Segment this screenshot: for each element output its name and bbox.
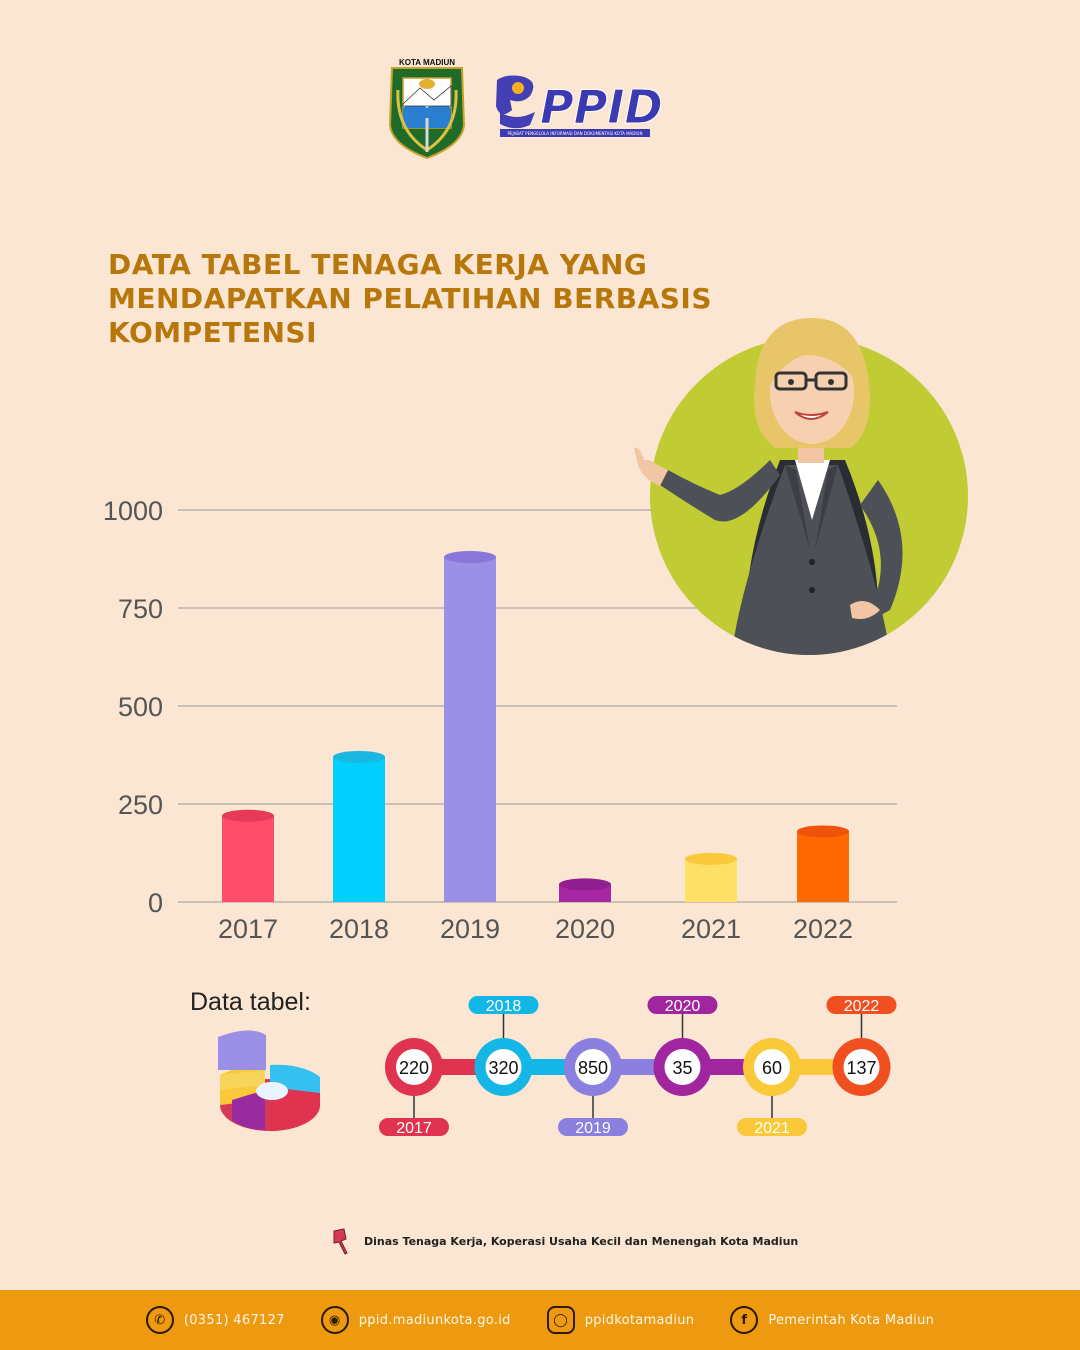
ppid-logo-text: PPID [540,80,663,134]
footer-facebook[interactable]: f Pemerintah Kota Madiun [730,1306,934,1334]
header-logos: KOTA MADIUN PPID PEJABAT PENGELOLA INFOR… [0,0,1080,170]
x-tick-label: 2019 [440,914,500,944]
businesswoman-illustration [634,318,968,655]
city-logo-label: KOTA MADIUN [399,58,455,67]
year-label: 2017 [396,1120,432,1137]
x-tick-label: 2021 [681,914,741,944]
timeline-node-2019: 850 2019 [558,1038,628,1137]
node-value: 137 [846,1058,876,1078]
title-line-1: DATA TABEL TENAGA KERJA YANG [108,248,648,281]
footer-bar: ✆ (0351) 467127 ◉ ppid.madiunkota.go.id … [0,1290,1080,1350]
year-pill [826,996,897,1014]
source-row: Dinas Tenaga Kerja, Koperasi Usaha Kecil… [330,1226,798,1256]
x-tick-label: 2020 [555,914,615,944]
footer-website-text: ppid.madiunkota.go.id [358,1312,511,1328]
x-tick-label: 2017 [218,914,278,944]
data-timeline: 220 2017 320 2018 850 2019 35 2020 60 2021 137 2022 [379,996,897,1137]
node-value: 60 [762,1058,782,1078]
x-tick-label: 2022 [793,914,853,944]
year-label: 2018 [486,998,522,1015]
y-tick-label: 1000 [103,496,163,526]
node-center [396,1049,432,1085]
timeline-node-2017: 220 2017 [379,1038,449,1137]
bar [797,831,849,902]
facebook-icon: f [730,1306,759,1334]
footer-facebook-text: Pemerintah Kota Madiun [768,1312,935,1328]
bar [444,557,496,902]
y-tick-label: 500 [118,692,163,722]
bar-top [685,852,737,865]
ppid-logo-subtitle: PEJABAT PENGELOLA INFORMASI DAN DOKUMENT… [508,131,643,136]
pushpin-icon [333,1228,348,1255]
footer-phone[interactable]: ✆ (0351) 467127 [145,1306,285,1334]
bar-top [444,551,496,564]
instagram-icon: ◯ [546,1306,575,1334]
y-tick-label: 0 [148,888,163,918]
year-pill [468,996,539,1014]
bar-top [797,825,849,838]
kota-madiun-crest [388,67,466,160]
footer-website[interactable]: ◉ ppid.madiunkota.go.id [320,1306,511,1334]
globe-icon: ◉ [320,1306,349,1334]
year-label: 2022 [844,998,880,1015]
bar [222,815,274,902]
bar-chart: 0 250 500 750 1000 2017 2018 2019 2020 2021 2022 [103,496,897,944]
y-tick-label: 750 [118,594,163,624]
bar-top [222,809,274,822]
node-center [843,1049,880,1085]
year-label: 2021 [754,1120,790,1137]
year-pill [379,1118,449,1136]
bar-2022 [797,825,849,902]
year-pill [737,1118,807,1136]
year-pill [558,1118,628,1136]
timeline-node-2018: 320 2018 [468,996,539,1096]
footer-instagram-text: ppidkotamadiun [584,1312,695,1328]
bar-2018 [333,750,385,902]
timeline-node-2021: 60 2021 [737,1038,807,1137]
phone-icon: ✆ [145,1306,174,1334]
bar [333,756,385,902]
node-value: 220 [399,1058,429,1078]
source-text: Dinas Tenaga Kerja, Koperasi Usaha Kecil… [364,1234,799,1248]
bar-top [333,750,385,763]
logos-svg: KOTA MADIUN PPID PEJABAT PENGELOLA INFOR… [388,58,663,160]
node-center [575,1049,611,1085]
bar-2019 [444,551,496,902]
y-tick-label: 250 [118,790,163,820]
bar-2017 [222,809,274,902]
ppid-logo: PPID PEJABAT PENGELOLA INFORMASI DAN DOK… [496,75,663,137]
x-tick-label: 2018 [329,914,389,944]
node-center [485,1049,522,1085]
bar-top [559,878,611,891]
bar-2021 [685,852,737,902]
footer-instagram[interactable]: ◯ ppidkotamadiun [546,1306,695,1334]
node-center [664,1049,701,1085]
data-table-label: Data tabel: [190,988,311,1016]
node-value: 320 [488,1058,518,1078]
pie-chart-icon [218,1030,320,1131]
year-pill [647,996,718,1014]
bar [685,858,737,902]
year-label: 2020 [665,998,701,1015]
timeline-node-2022: 137 2022 [826,996,897,1096]
node-value: 35 [672,1058,692,1078]
title-line-3: KOMPETENSI [108,316,317,349]
year-label: 2019 [575,1120,611,1137]
node-center [754,1049,790,1085]
timeline-node-2020: 35 2020 [647,996,718,1096]
bar-2020 [559,878,611,902]
node-value: 850 [578,1058,608,1078]
title-line-2: MENDAPATKAN PELATIHAN BERBASIS [108,282,713,315]
footer-phone-text: (0351) 467127 [183,1312,285,1328]
